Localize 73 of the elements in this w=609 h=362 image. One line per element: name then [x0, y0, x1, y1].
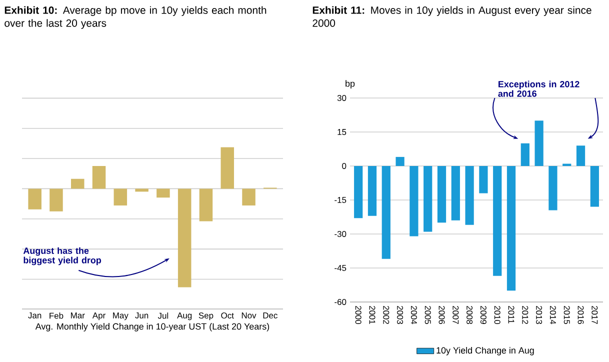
- x-tick-label: 2015: [564, 306, 570, 324]
- x-tick-label: 2002: [383, 306, 390, 324]
- bar: [178, 188, 192, 288]
- bar: [28, 188, 42, 210]
- x-tick-label: Apr: [92, 312, 106, 320]
- legend-label: 10y Yield Change in Aug: [436, 346, 534, 356]
- y-tick-label: -15: [334, 197, 346, 203]
- y-tick-label: 0: [342, 163, 346, 169]
- bar: [382, 166, 390, 259]
- y-tick-label: -60: [334, 299, 346, 305]
- bar: [156, 188, 170, 198]
- x-tick-label: 2004: [410, 306, 417, 324]
- bar: [590, 166, 599, 207]
- text: Exceptions in 2012 and 2016: [498, 80, 580, 97]
- bar: [534, 120, 544, 166]
- chart-title: Exhibit 11: Moves in 10y yields in August every year since 2000: [312, 6, 592, 27]
- bar: [548, 166, 558, 210]
- bar: [199, 188, 213, 222]
- x-tick-label: Mar: [71, 312, 85, 318]
- bar: [437, 166, 446, 223]
- bar: [354, 166, 363, 218]
- bar: [506, 166, 516, 291]
- y-tick-label: -45: [334, 265, 346, 271]
- chart-title: Exhibit 10: Average bp move in 10y yields each month over the last 20 years: [4, 6, 266, 29]
- x-axis-title: Avg. Monthly Yield Change in 10-year UST (Last 20 Years): [35, 323, 270, 332]
- x-tick-label: 2009: [480, 306, 486, 324]
- bar: [479, 166, 488, 194]
- x-tick-label: 2001: [369, 306, 376, 324]
- x-tick-label: Feb: [50, 312, 64, 319]
- bar: [368, 166, 377, 216]
- x-tick-label: 2003: [397, 306, 404, 324]
- bar: [562, 164, 572, 166]
- y-tick-label: 30: [337, 95, 346, 101]
- x-tick-label: 2014: [550, 306, 556, 324]
- x-tick-label: 2008: [466, 306, 473, 324]
- x-tick-label: 2006: [438, 306, 445, 324]
- x-tick-label: 2007: [452, 306, 459, 324]
- bar: [50, 188, 63, 212]
- x-tick-label: 2000: [355, 306, 362, 324]
- x-tick-label: Jan: [28, 312, 42, 318]
- x-tick-label: Sep: [198, 312, 214, 320]
- bar: [70, 178, 84, 189]
- x-tick-label: 2012: [522, 306, 528, 324]
- x-tick-label: Jun: [135, 312, 148, 318]
- bar: [135, 188, 148, 192]
- bar: [520, 143, 530, 166]
- bar: [493, 166, 502, 276]
- x-tick-label: 2011: [508, 306, 514, 324]
- bar: [410, 166, 418, 236]
- y-tick-label: -30: [334, 231, 346, 237]
- x-tick-label: 2017: [592, 306, 598, 324]
- x-tick-label: 2013: [536, 306, 542, 324]
- x-tick-label: 2005: [424, 306, 431, 324]
- bar: [114, 188, 128, 206]
- annotation: August has the biggest yield drop: [23, 247, 102, 266]
- bar: [424, 166, 432, 232]
- bar: [451, 166, 460, 220]
- x-tick-label: May: [113, 312, 128, 320]
- x-tick-label: 2010: [494, 306, 500, 324]
- x-tick-label: Dec: [263, 312, 278, 318]
- bar: [242, 188, 256, 206]
- y-axis-title: bp: [346, 80, 355, 89]
- bar: [220, 147, 234, 189]
- x-tick-label: Oct: [221, 312, 234, 319]
- y-tick-label: 15: [338, 129, 346, 135]
- x-tick-label: Nov: [242, 312, 256, 318]
- x-tick-label: Aug: [177, 312, 192, 320]
- bar: [465, 166, 474, 225]
- x-tick-label: Jul: [158, 312, 168, 319]
- bar: [576, 146, 586, 166]
- x-tick-label: 2016: [578, 306, 584, 324]
- bar: [396, 156, 404, 166]
- bar: [92, 166, 106, 189]
